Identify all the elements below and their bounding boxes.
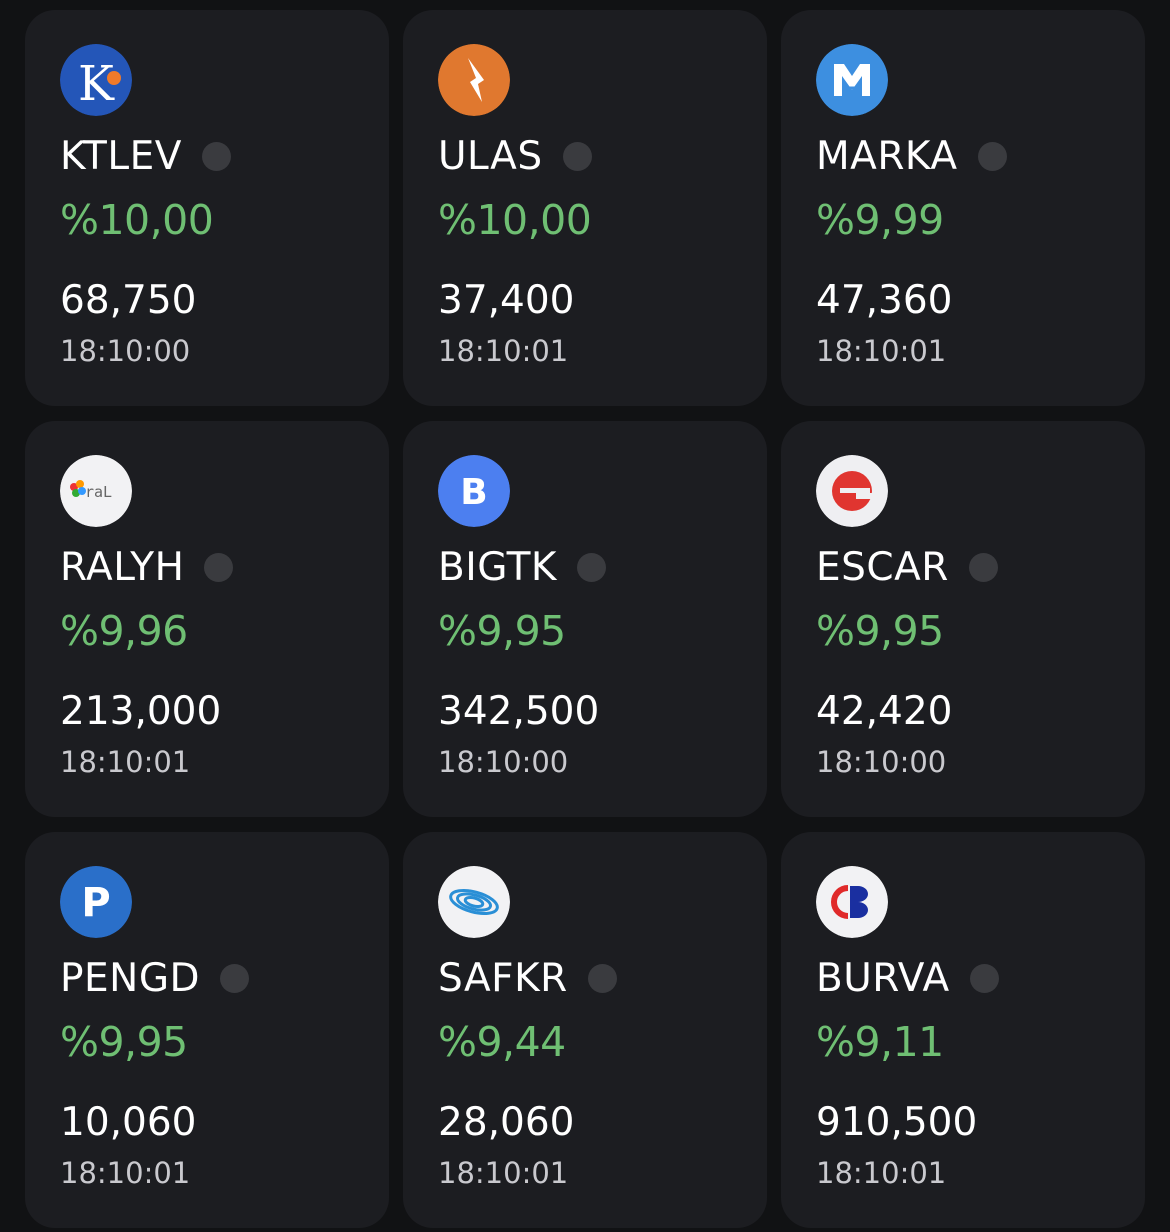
stock-card-bigtk[interactable]: B BIGTK %9,95 342,500 18:10:00 xyxy=(403,421,767,817)
pengd-logo-icon: P xyxy=(60,866,132,938)
bigtk-logo-icon: B xyxy=(438,455,510,527)
change-percent: %9,95 xyxy=(438,607,566,655)
ticker-row: KTLEV xyxy=(60,134,231,179)
ticker-symbol: BURVA xyxy=(816,956,950,1001)
last-price: 68,750 xyxy=(60,278,197,323)
ktlev-logo-icon: K xyxy=(60,44,132,116)
last-price: 10,060 xyxy=(60,1100,197,1145)
ticker-row: PENGD xyxy=(60,956,250,1001)
status-dot-icon xyxy=(562,142,592,171)
ticker-symbol: SAFKR xyxy=(438,956,568,1001)
ticker-row: BURVA xyxy=(816,956,999,1001)
last-price: 47,360 xyxy=(816,278,953,323)
update-time: 18:10:01 xyxy=(438,334,569,368)
update-time: 18:10:01 xyxy=(816,1156,947,1190)
update-time: 18:10:00 xyxy=(816,745,947,779)
update-time: 18:10:00 xyxy=(60,334,191,368)
marka-logo-icon xyxy=(816,44,888,116)
ulas-logo-icon xyxy=(438,44,510,116)
ralyh-logo-icon: raL xyxy=(60,455,132,527)
ticker-symbol: PENGD xyxy=(60,956,201,1001)
change-percent: %9,99 xyxy=(816,196,944,244)
last-price: 42,420 xyxy=(816,689,953,734)
ticker-row: SAFKR xyxy=(438,956,617,1001)
last-price: 213,000 xyxy=(60,689,222,734)
status-dot-icon xyxy=(201,142,231,171)
stock-card-ktlev[interactable]: K KTLEV %10,00 68,750 18:10:00 xyxy=(25,10,389,406)
update-time: 18:10:01 xyxy=(60,745,191,779)
stock-card-pengd[interactable]: P PENGD %9,95 10,060 18:10:01 xyxy=(25,832,389,1228)
status-dot-icon xyxy=(587,964,617,993)
ticker-symbol: RALYH xyxy=(60,545,185,590)
burva-logo-icon xyxy=(816,866,888,938)
update-time: 18:10:01 xyxy=(438,1156,569,1190)
status-dot-icon xyxy=(969,964,999,993)
stock-grid: K KTLEV %10,00 68,750 18:10:00 ULAS %10,… xyxy=(25,10,1145,1228)
update-time: 18:10:01 xyxy=(60,1156,191,1190)
ticker-symbol: KTLEV xyxy=(60,134,182,179)
stock-card-safkr[interactable]: SAFKR %9,44 28,060 18:10:01 xyxy=(403,832,767,1228)
ticker-row: BIGTK xyxy=(438,545,606,590)
status-dot-icon xyxy=(977,142,1007,171)
change-percent: %10,00 xyxy=(60,196,214,244)
change-percent: %9,95 xyxy=(60,1018,188,1066)
svg-text:P: P xyxy=(81,880,110,926)
stock-card-escar[interactable]: ESCAR %9,95 42,420 18:10:00 xyxy=(781,421,1145,817)
status-dot-icon xyxy=(220,964,250,993)
ticker-symbol: ULAS xyxy=(438,134,543,179)
svg-text:raL: raL xyxy=(85,483,112,501)
change-percent: %9,96 xyxy=(60,607,188,655)
svg-text:B: B xyxy=(460,472,487,513)
last-price: 28,060 xyxy=(438,1100,575,1145)
change-percent: %9,11 xyxy=(816,1018,944,1066)
ticker-row: MARKA xyxy=(816,134,1007,179)
status-dot-icon xyxy=(577,553,606,582)
ticker-row: RALYH xyxy=(60,545,234,590)
change-percent: %9,95 xyxy=(816,607,944,655)
ticker-symbol: MARKA xyxy=(816,134,958,179)
update-time: 18:10:01 xyxy=(816,334,947,368)
ticker-row: ULAS xyxy=(438,134,592,179)
last-price: 342,500 xyxy=(438,689,600,734)
ticker-symbol: BIGTK xyxy=(438,545,557,590)
last-price: 910,500 xyxy=(816,1100,978,1145)
status-dot-icon xyxy=(204,553,234,582)
change-percent: %10,00 xyxy=(438,196,592,244)
ticker-row: ESCAR xyxy=(816,545,998,590)
last-price: 37,400 xyxy=(438,278,575,323)
stock-card-ralyh[interactable]: raL RALYH %9,96 213,000 18:10:01 xyxy=(25,421,389,817)
svg-text:K: K xyxy=(78,56,115,112)
safkr-logo-icon xyxy=(438,866,510,938)
change-percent: %9,44 xyxy=(438,1018,566,1066)
ticker-symbol: ESCAR xyxy=(816,545,949,590)
update-time: 18:10:00 xyxy=(438,745,569,779)
stock-card-marka[interactable]: MARKA %9,99 47,360 18:10:01 xyxy=(781,10,1145,406)
escar-logo-icon xyxy=(816,455,888,527)
stock-card-ulas[interactable]: ULAS %10,00 37,400 18:10:01 xyxy=(403,10,767,406)
status-dot-icon xyxy=(968,553,998,582)
stock-card-burva[interactable]: BURVA %9,11 910,500 18:10:01 xyxy=(781,832,1145,1228)
